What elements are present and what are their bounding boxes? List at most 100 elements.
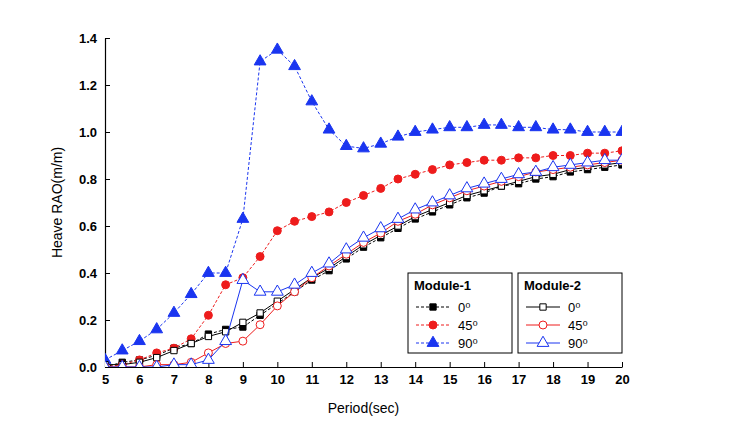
tick: 1.4 [79, 31, 110, 46]
tick-mark [105, 179, 110, 180]
tick-mark [105, 38, 110, 39]
marker [151, 323, 163, 333]
tick-label: 17 [512, 372, 526, 387]
legend: Module-20⁰45⁰90⁰ [518, 273, 622, 353]
marker [340, 139, 352, 149]
marker [495, 172, 507, 182]
marker [291, 288, 299, 296]
marker [323, 257, 335, 267]
tick-label: 0.6 [79, 219, 97, 234]
marker [239, 337, 247, 345]
legend-title: Module-1 [414, 278, 471, 293]
tick-label: 10 [271, 372, 285, 387]
marker [203, 353, 215, 363]
tick-mark [622, 362, 623, 367]
marker [323, 123, 335, 133]
marker [394, 175, 402, 183]
tick-label: 15 [443, 372, 457, 387]
legend: Module-10⁰45⁰90⁰ [408, 273, 512, 353]
marker [256, 321, 264, 329]
marker [185, 287, 197, 297]
tick-mark [553, 362, 554, 367]
marker [495, 118, 507, 128]
marker [444, 121, 456, 131]
marker [564, 158, 576, 168]
legend-marker [539, 321, 547, 329]
tick-mark [105, 320, 110, 321]
marker [461, 121, 473, 131]
legend-label: 0⁰ [568, 300, 580, 315]
marker [151, 360, 163, 367]
tick-label: 18 [546, 372, 560, 387]
tick-mark [105, 367, 110, 368]
tick: 14 [408, 362, 423, 387]
marker [308, 213, 316, 221]
tick-label: 16 [477, 372, 491, 387]
marker [530, 121, 542, 131]
tick: 17 [512, 362, 526, 387]
marker [463, 159, 471, 167]
tick-mark [105, 273, 110, 274]
marker [306, 266, 318, 276]
legend-marker [540, 304, 546, 310]
marker [134, 360, 146, 367]
marker [273, 302, 281, 310]
tick-mark [381, 362, 382, 367]
marker [375, 137, 387, 147]
legend-title: Module-2 [524, 278, 581, 293]
tick: 19 [581, 362, 595, 387]
marker [497, 156, 505, 164]
marker [427, 123, 439, 133]
legend-marker [537, 336, 549, 346]
tick-label: 0.8 [79, 172, 97, 187]
tick-label: 14 [408, 372, 423, 387]
marker [237, 273, 249, 283]
tick: 1.0 [79, 125, 110, 140]
marker [358, 142, 370, 152]
series-line [105, 165, 622, 367]
marker [461, 182, 473, 192]
series-line [105, 160, 622, 367]
tick: 13 [374, 362, 388, 387]
marker [375, 222, 387, 232]
tick-label: 13 [374, 372, 388, 387]
x-axis: 567891011121314151617181920 [102, 362, 630, 387]
series-line [105, 163, 622, 365]
marker [204, 311, 212, 319]
tick: 18 [546, 362, 560, 387]
tick-label: 20 [615, 372, 629, 387]
marker [392, 212, 404, 222]
legend-marker [430, 304, 436, 310]
legend-box [518, 273, 622, 353]
marker [116, 360, 128, 367]
tick: 0.0 [79, 360, 110, 375]
marker [582, 156, 594, 166]
legend-label: 45⁰ [568, 318, 588, 333]
axis-line [105, 39, 106, 368]
marker [188, 340, 194, 346]
tick-mark [105, 226, 110, 227]
tick: 12 [340, 362, 354, 387]
tick-label: 8 [205, 372, 212, 387]
marker [105, 360, 111, 367]
tick-label: 5 [102, 372, 109, 387]
y-axis-title: Heave RAO(m/m) [49, 147, 65, 258]
marker [188, 340, 194, 346]
tick-label: 0.4 [79, 266, 98, 281]
plot-area [105, 43, 622, 367]
marker [513, 121, 525, 131]
tick-label: 1.0 [79, 125, 97, 140]
marker [168, 306, 180, 316]
tick-label: 19 [581, 372, 595, 387]
marker [411, 170, 419, 178]
marker [203, 266, 215, 276]
axis-line [106, 367, 623, 368]
legend-label: 90⁰ [458, 336, 478, 351]
marker [427, 196, 439, 206]
marker [257, 310, 263, 316]
series-line [105, 160, 622, 367]
x-axis-title: Period(sec) [328, 400, 400, 416]
tick-label: 0.2 [79, 313, 97, 328]
tick: 0.8 [79, 172, 110, 187]
tick: 8 [205, 362, 212, 387]
